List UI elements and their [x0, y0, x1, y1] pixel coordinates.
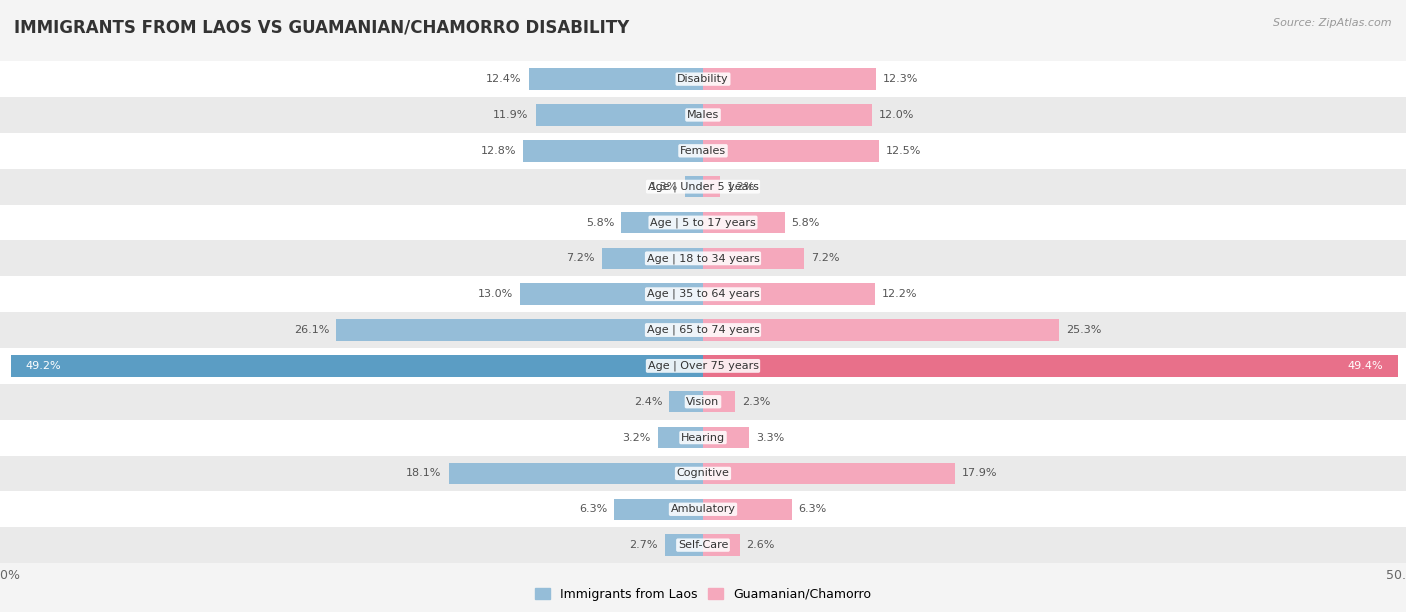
Text: 49.4%: 49.4% [1348, 361, 1384, 371]
Text: 12.3%: 12.3% [883, 74, 918, 84]
Text: IMMIGRANTS FROM LAOS VS GUAMANIAN/CHAMORRO DISABILITY: IMMIGRANTS FROM LAOS VS GUAMANIAN/CHAMOR… [14, 18, 630, 36]
Text: 12.2%: 12.2% [882, 289, 917, 299]
Text: 6.3%: 6.3% [799, 504, 827, 514]
Bar [0, 97, 1406, 133]
Bar [0, 241, 1406, 276]
Bar [520, 283, 703, 305]
Text: 5.8%: 5.8% [586, 217, 614, 228]
Text: 25.3%: 25.3% [1066, 325, 1101, 335]
Bar [0, 133, 1406, 169]
Bar [703, 248, 804, 269]
Text: 2.6%: 2.6% [747, 540, 775, 550]
Text: 12.4%: 12.4% [486, 74, 522, 84]
Bar [703, 427, 749, 449]
Text: 2.7%: 2.7% [630, 540, 658, 550]
Text: 2.4%: 2.4% [634, 397, 662, 407]
Text: 3.3%: 3.3% [756, 433, 785, 442]
Text: 18.1%: 18.1% [406, 468, 441, 479]
Bar [703, 463, 955, 484]
Text: 49.2%: 49.2% [25, 361, 60, 371]
Text: 6.3%: 6.3% [579, 504, 607, 514]
Text: 2.3%: 2.3% [742, 397, 770, 407]
Text: Females: Females [681, 146, 725, 156]
Bar [621, 212, 703, 233]
Text: Disability: Disability [678, 74, 728, 84]
Bar [523, 140, 703, 162]
Text: Vision: Vision [686, 397, 720, 407]
Bar [703, 140, 879, 162]
Bar [0, 348, 1406, 384]
Text: Self-Care: Self-Care [678, 540, 728, 550]
Bar [703, 499, 792, 520]
Bar [0, 384, 1406, 420]
Text: 12.8%: 12.8% [481, 146, 516, 156]
Text: 26.1%: 26.1% [294, 325, 329, 335]
Text: 12.0%: 12.0% [879, 110, 914, 120]
Text: Ambulatory: Ambulatory [671, 504, 735, 514]
Bar [0, 169, 1406, 204]
Bar [665, 534, 703, 556]
Text: 1.3%: 1.3% [650, 182, 678, 192]
Bar [703, 391, 735, 412]
Bar [0, 455, 1406, 491]
Text: 13.0%: 13.0% [478, 289, 513, 299]
Bar [658, 427, 703, 449]
Bar [703, 69, 876, 90]
Text: 7.2%: 7.2% [567, 253, 595, 263]
Bar [703, 319, 1059, 341]
Text: Cognitive: Cognitive [676, 468, 730, 479]
Bar [703, 104, 872, 125]
Bar [11, 355, 703, 376]
Text: Age | Over 75 years: Age | Over 75 years [648, 360, 758, 371]
Bar [529, 69, 703, 90]
Text: 3.2%: 3.2% [623, 433, 651, 442]
Text: 1.2%: 1.2% [727, 182, 755, 192]
Bar [0, 527, 1406, 563]
Text: Males: Males [688, 110, 718, 120]
Bar [703, 355, 1398, 376]
Bar [0, 276, 1406, 312]
Text: 12.5%: 12.5% [886, 146, 921, 156]
Bar [602, 248, 703, 269]
Bar [449, 463, 703, 484]
Text: Hearing: Hearing [681, 433, 725, 442]
Text: Age | 5 to 17 years: Age | 5 to 17 years [650, 217, 756, 228]
Bar [0, 420, 1406, 455]
Bar [336, 319, 703, 341]
Bar [0, 491, 1406, 527]
Bar [703, 176, 720, 198]
Legend: Immigrants from Laos, Guamanian/Chamorro: Immigrants from Laos, Guamanian/Chamorro [530, 583, 876, 606]
Text: Age | 65 to 74 years: Age | 65 to 74 years [647, 325, 759, 335]
Text: Source: ZipAtlas.com: Source: ZipAtlas.com [1274, 18, 1392, 28]
Text: Age | 18 to 34 years: Age | 18 to 34 years [647, 253, 759, 264]
Bar [703, 283, 875, 305]
Bar [669, 391, 703, 412]
Bar [0, 312, 1406, 348]
Bar [685, 176, 703, 198]
Text: 17.9%: 17.9% [962, 468, 997, 479]
Text: Age | 35 to 64 years: Age | 35 to 64 years [647, 289, 759, 299]
Text: 7.2%: 7.2% [811, 253, 839, 263]
Bar [614, 499, 703, 520]
Text: 5.8%: 5.8% [792, 217, 820, 228]
Bar [703, 534, 740, 556]
Bar [0, 61, 1406, 97]
Text: 11.9%: 11.9% [494, 110, 529, 120]
Bar [536, 104, 703, 125]
Bar [703, 212, 785, 233]
Bar [0, 204, 1406, 241]
Text: Age | Under 5 years: Age | Under 5 years [648, 181, 758, 192]
